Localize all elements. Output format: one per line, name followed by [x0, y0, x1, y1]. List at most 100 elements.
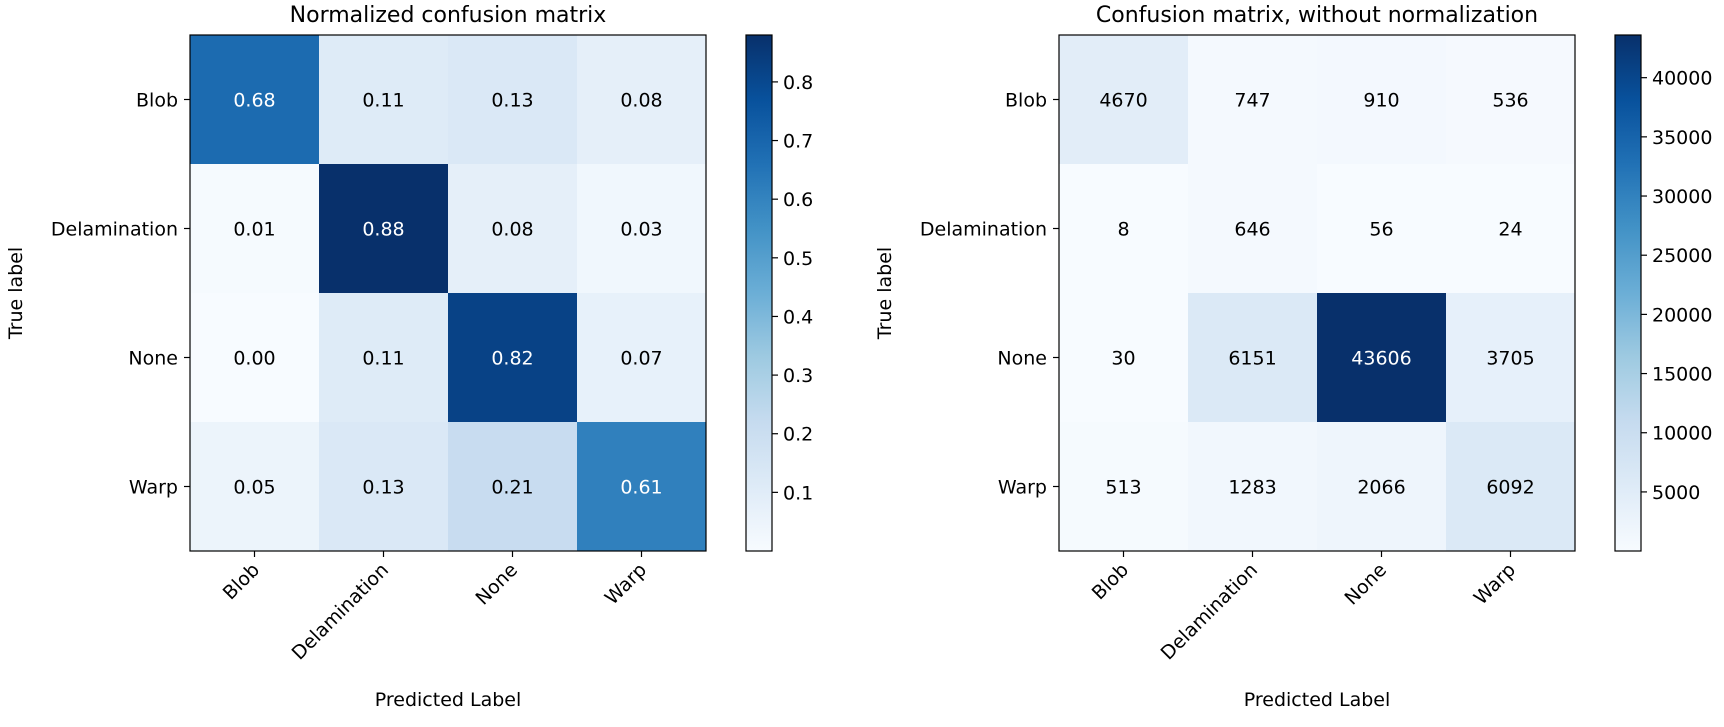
cell-value-label: 30: [1111, 348, 1135, 370]
y-tick-label: Blob: [136, 90, 178, 112]
cell-value-label: 0.08: [491, 219, 533, 241]
cell-value-label: 0.00: [233, 348, 275, 370]
cell-value-label: 0.07: [620, 348, 662, 370]
colorbar-tick-label: 30000: [1652, 186, 1712, 208]
chart-title: Confusion matrix, without normalization: [1096, 3, 1538, 28]
heatmap-cell: [1188, 35, 1317, 164]
y-tick-label: Blob: [1005, 90, 1047, 112]
cell-value-label: 646: [1234, 219, 1270, 241]
colorbar-tick-label: 0.4: [783, 306, 813, 328]
colorbar-tick-label: 0.5: [783, 248, 813, 270]
x-tick-label: Warp: [1470, 559, 1520, 609]
colorbar-tick-label: 0.3: [783, 365, 813, 387]
heatmap-cell: [448, 293, 577, 422]
cell-value-label: 0.13: [491, 90, 533, 112]
heatmap-cell: [319, 164, 448, 293]
cell-value-label: 910: [1363, 90, 1399, 112]
cell-value-label: 8: [1117, 219, 1129, 241]
x-tick-label: Blob: [1088, 559, 1133, 604]
colorbar-tick-label: 15000: [1652, 364, 1712, 386]
heatmap-cell: [190, 35, 319, 164]
x-tick-label: Warp: [601, 559, 651, 609]
cell-value-label: 6092: [1486, 477, 1534, 499]
colorbar-tick-label: 40000: [1652, 68, 1712, 90]
cell-value-label: 513: [1105, 477, 1141, 499]
heatmap-cell: [1188, 293, 1317, 422]
colorbar-tick-label: 20000: [1652, 304, 1712, 326]
plot-frame: [189, 34, 707, 552]
heatmap-cell: [577, 35, 706, 164]
colorbar-tick-label: 0.6: [783, 189, 813, 211]
heatmap-cell: [190, 422, 319, 551]
cell-value-label: 0.13: [362, 477, 404, 499]
heatmap-cell: [448, 422, 577, 551]
colorbar: [1614, 34, 1642, 552]
heatmap-cell: [190, 293, 319, 422]
heatmap-cell: [1188, 164, 1317, 293]
heatmap-cell: [1059, 35, 1188, 164]
cell-value-label: 536: [1492, 90, 1528, 112]
cell-value-label: 0.68: [233, 90, 275, 112]
y-axis-label: True label: [5, 247, 27, 340]
x-tick-label: Delamination: [1157, 559, 1262, 664]
cell-value-label: 747: [1234, 90, 1270, 112]
colorbar-tick-label: 0.7: [783, 131, 813, 153]
y-tick-label: Warp: [129, 477, 178, 499]
y-tick-label: None: [128, 348, 178, 370]
heatmap-panel-2: Confusion matrix, without normalization 4…: [874, 3, 1712, 711]
cell-value-label: 1283: [1228, 477, 1276, 499]
cell-value-label: 24: [1498, 219, 1522, 241]
colorbar-tick-label: 0.2: [783, 424, 813, 446]
x-axis-label: Predicted Label: [375, 689, 522, 711]
colorbar-tick-label: 35000: [1652, 127, 1712, 149]
cell-value-label: 0.61: [620, 477, 662, 499]
y-axis-label: True label: [874, 247, 896, 340]
y-tick-label: Delamination: [920, 219, 1047, 241]
cell-value-label: 0.88: [362, 219, 404, 241]
heatmap-cell: [1317, 164, 1446, 293]
cell-value-label: 56: [1369, 219, 1393, 241]
colorbar-tick-label: 0.1: [783, 482, 813, 504]
heatmap-cell: [1317, 293, 1446, 422]
heatmap-cell: [190, 164, 319, 293]
cell-value-label: 0.82: [491, 348, 533, 370]
cell-value-label: 3705: [1486, 348, 1534, 370]
cell-value-label: 6151: [1228, 348, 1276, 370]
cell-value-label: 0.08: [620, 90, 662, 112]
heatmap-cell: [319, 293, 448, 422]
x-tick-label: Delamination: [288, 559, 393, 664]
plot-frame: [1058, 34, 1576, 552]
cell-value-label: 43606: [1351, 348, 1411, 370]
y-tick-label: Delamination: [51, 219, 178, 241]
heatmap-cell: [1317, 35, 1446, 164]
colorbar: [745, 34, 773, 552]
cell-value-label: 0.03: [620, 219, 662, 241]
heatmap-cell: [577, 293, 706, 422]
chart-title: Normalized confusion matrix: [290, 3, 607, 28]
cell-value-label: 2066: [1357, 477, 1405, 499]
heatmap-panel-1: Normalized confusion matrix 0.68 0.11 0.13 0…: [5, 3, 813, 711]
x-axis-label: Predicted Label: [1244, 689, 1391, 711]
heatmap-cell: [1059, 422, 1188, 551]
x-tick-label: None: [471, 559, 522, 610]
colorbar-tick-label: 25000: [1652, 245, 1712, 267]
heatmap-cell: [1188, 422, 1317, 551]
colorbar-tick-label: 5000: [1652, 482, 1700, 504]
heatmap-cell: [1059, 293, 1188, 422]
heatmap-cell: [319, 422, 448, 551]
heatmap-cell: [1446, 164, 1575, 293]
heatmap-cell: [1059, 164, 1188, 293]
colorbar-tick-label: 10000: [1652, 423, 1712, 445]
cell-value-label: 0.11: [362, 348, 404, 370]
heatmap-cell: [1446, 35, 1575, 164]
cell-value-label: 0.21: [491, 477, 533, 499]
heatmap-cell: [448, 35, 577, 164]
heatmap-cell: [1317, 422, 1446, 551]
heatmap-cell: [319, 35, 448, 164]
heatmap-cell: [1446, 422, 1575, 551]
y-tick-label: None: [997, 348, 1047, 370]
y-tick-label: Warp: [998, 477, 1047, 499]
x-tick-label: None: [1340, 559, 1391, 610]
heatmap-cell: [1446, 293, 1575, 422]
